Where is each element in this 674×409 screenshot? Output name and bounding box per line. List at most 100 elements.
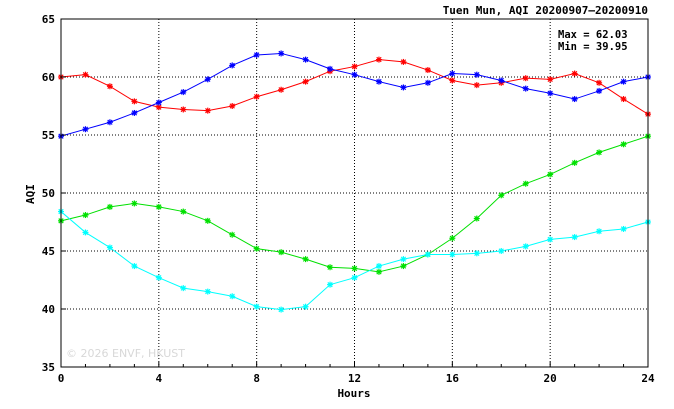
data-point: [571, 159, 578, 166]
data-point: [620, 225, 627, 232]
x-tick-label: 12: [348, 372, 361, 385]
data-point: [131, 263, 138, 270]
data-point: [131, 200, 138, 207]
x-tick-label: 4: [156, 372, 163, 385]
data-point: [204, 288, 211, 295]
data-point: [204, 107, 211, 114]
y-axis-ticks: 35 40 45 50 55 60 65: [42, 13, 66, 374]
data-point: [180, 106, 187, 113]
series-group: [58, 50, 651, 313]
data-point: [82, 71, 89, 78]
data-point: [278, 86, 285, 93]
data-point: [180, 208, 187, 215]
data-point: [253, 303, 260, 310]
data-point: [498, 248, 505, 254]
data-point: [278, 50, 285, 57]
data-point: [82, 126, 89, 133]
data-point: [498, 77, 505, 84]
data-point: [449, 251, 456, 258]
chart-grid: [61, 19, 648, 367]
data-point: [106, 244, 113, 251]
data-point: [424, 67, 431, 74]
x-tick-label: 20: [544, 372, 557, 385]
y-tick-label: 55: [42, 129, 55, 142]
data-point: [82, 212, 89, 219]
data-point: [596, 79, 603, 86]
data-point: [449, 235, 456, 242]
x-axis-label: Hours: [337, 387, 370, 400]
x-tick-label: 8: [253, 372, 260, 385]
data-point: [620, 78, 627, 85]
data-point: [571, 234, 578, 241]
data-point: [302, 78, 309, 85]
data-point: [229, 293, 236, 300]
y-tick-label: 60: [42, 71, 55, 84]
y-tick-label: 50: [42, 187, 55, 200]
data-point: [106, 203, 113, 210]
data-point: [449, 77, 456, 84]
data-point: [424, 79, 431, 86]
data-point: [620, 141, 627, 148]
chart-title: Tuen Mun, AQI 20200907–20200910: [443, 4, 648, 17]
data-point: [180, 285, 187, 292]
data-point: [302, 56, 309, 63]
x-tick-label: 16: [446, 372, 460, 385]
data-point: [400, 256, 407, 263]
series-line-3: [60, 135, 649, 273]
data-point: [400, 58, 407, 65]
data-point: [571, 96, 578, 103]
data-point: [522, 180, 529, 187]
data-point: [229, 231, 236, 238]
x-tick-label: 0: [58, 372, 65, 385]
data-point: [302, 256, 309, 263]
data-point: [204, 76, 211, 83]
data-point: [522, 243, 529, 250]
data-point: [375, 56, 382, 63]
data-point: [473, 82, 480, 89]
data-point: [131, 98, 138, 105]
data-point: [229, 62, 236, 69]
data-point: [473, 71, 480, 78]
y-tick-label: 65: [42, 13, 55, 26]
data-point: [180, 89, 187, 96]
data-point: [278, 249, 285, 256]
data-point: [620, 96, 627, 103]
data-point: [155, 99, 162, 106]
data-point: [106, 119, 113, 126]
data-point: [229, 103, 236, 109]
y-axis-label: AQI: [24, 184, 37, 204]
data-point: [547, 90, 554, 97]
data-point: [547, 236, 554, 243]
data-point: [596, 228, 603, 235]
data-point: [327, 281, 334, 288]
data-point: [449, 70, 456, 77]
data-point: [473, 215, 480, 222]
x-tick-label: 24: [641, 372, 655, 385]
data-point: [351, 274, 358, 281]
data-point: [400, 84, 407, 91]
data-point: [596, 87, 603, 94]
min-label: Min = 39.95: [558, 41, 628, 53]
x-axis-ticks: 0 4 8 12 16 20 24: [58, 362, 655, 385]
data-point: [351, 71, 358, 78]
data-point: [400, 263, 407, 270]
data-point: [424, 251, 431, 258]
data-point: [131, 109, 138, 116]
data-point: [547, 76, 554, 83]
data-point: [351, 265, 358, 272]
data-point: [375, 78, 382, 85]
data-point: [522, 85, 529, 92]
data-point: [278, 306, 285, 313]
y-tick-label: 40: [42, 303, 55, 316]
data-point: [327, 264, 334, 271]
data-point: [351, 63, 358, 70]
data-point: [327, 65, 334, 72]
data-point: [253, 245, 260, 252]
data-point: [302, 303, 309, 310]
data-point: [522, 75, 529, 82]
data-point: [155, 274, 162, 281]
data-point: [473, 250, 480, 257]
watermark: © 2026 ENVF, HKUST: [66, 347, 185, 360]
data-point: [571, 70, 578, 77]
